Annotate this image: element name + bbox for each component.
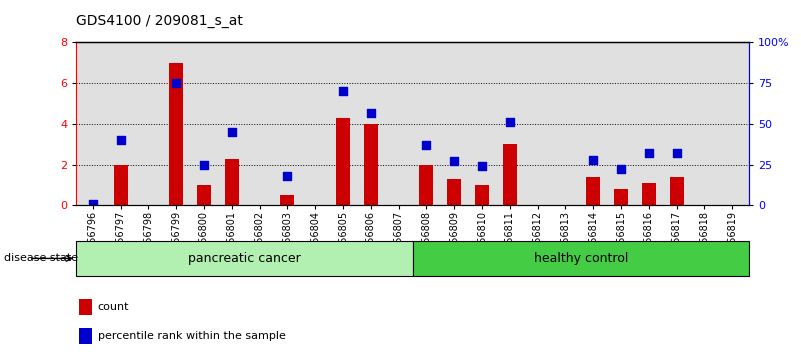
Point (420, 142, 433, 148)
Bar (114, 165, 127, 205)
Point (225, 129, 238, 135)
Point (448, 159, 461, 164)
Point (670, 150, 683, 156)
Bar (169, 63, 183, 205)
Bar (225, 159, 239, 205)
Point (115, 137, 127, 143)
Point (87, 201, 99, 206)
Point (364, 110, 377, 115)
Point (642, 150, 655, 156)
Bar (76, 241, 413, 276)
Point (198, 162, 211, 167)
Text: healthy control: healthy control (533, 252, 628, 265)
Bar (614, 189, 628, 205)
Bar (586, 177, 600, 205)
Bar (280, 195, 294, 205)
Point (170, 80, 183, 86)
Point (614, 167, 627, 172)
Point (587, 157, 600, 162)
Point (476, 164, 489, 169)
Text: percentile rank within the sample: percentile rank within the sample (98, 331, 285, 341)
Bar (642, 183, 656, 205)
Bar (79, 299, 91, 315)
Text: GDS4100 / 209081_s_at: GDS4100 / 209081_s_at (76, 14, 243, 28)
Bar (503, 144, 517, 205)
Point (503, 119, 516, 125)
Bar (475, 185, 489, 205)
Bar (670, 177, 683, 205)
Bar (447, 179, 461, 205)
Bar (336, 118, 350, 205)
Bar (79, 328, 91, 344)
Bar (420, 165, 433, 205)
Bar (364, 124, 378, 205)
Text: count: count (98, 302, 129, 312)
Bar (197, 185, 211, 205)
Text: disease state: disease state (4, 253, 78, 263)
Point (336, 88, 349, 94)
Point (281, 173, 294, 179)
Bar (413, 241, 749, 276)
Text: pancreatic cancer: pancreatic cancer (188, 252, 300, 265)
